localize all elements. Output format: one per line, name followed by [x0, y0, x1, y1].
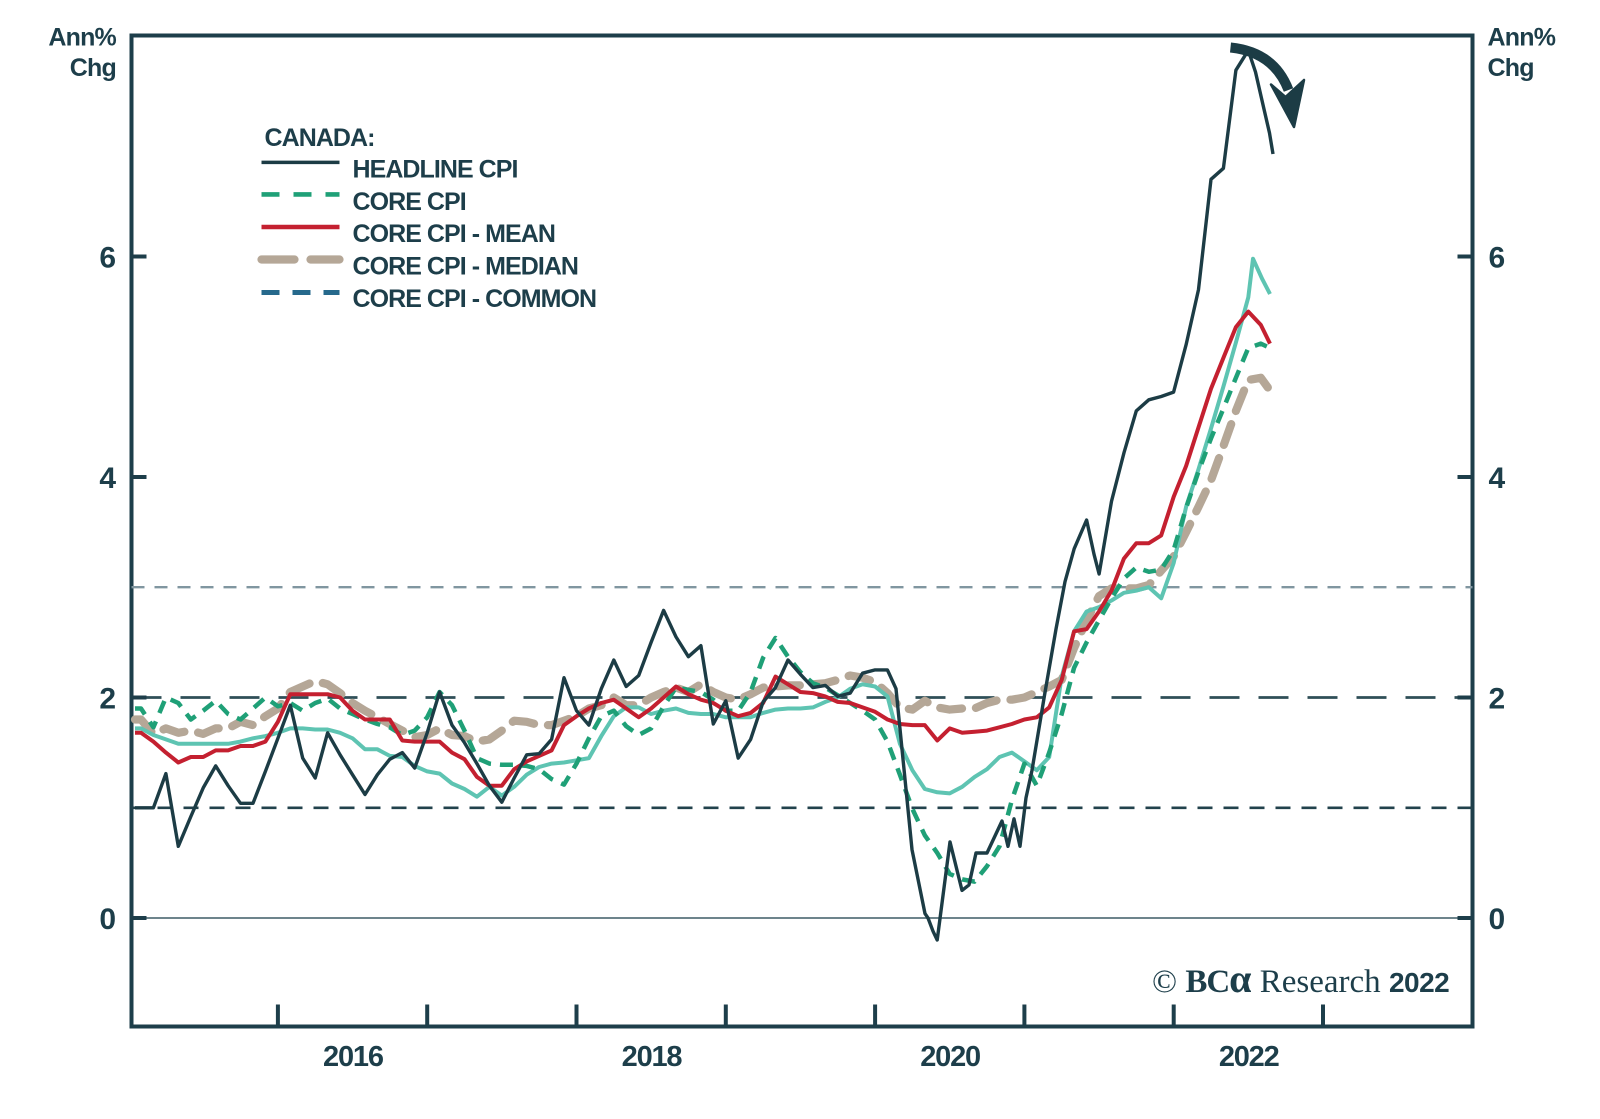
svg-text:Ann%: Ann%	[48, 24, 116, 52]
svg-text:Ann%: Ann%	[1488, 24, 1556, 52]
svg-text:CORE CPI - MEAN: CORE CPI - MEAN	[353, 220, 555, 248]
svg-text:HEADLINE CPI: HEADLINE CPI	[353, 155, 518, 183]
svg-text:Chg: Chg	[70, 54, 116, 82]
svg-text:Chg: Chg	[1488, 54, 1534, 82]
svg-text:4: 4	[1489, 462, 1506, 495]
svg-text:© BCα Research 2022: © BCα Research 2022	[1152, 956, 1449, 1001]
svg-text:2020: 2020	[920, 1041, 980, 1073]
svg-text:CANADA:: CANADA:	[265, 124, 375, 152]
svg-text:2: 2	[99, 682, 116, 715]
svg-text:0: 0	[1489, 903, 1506, 936]
svg-text:2: 2	[1489, 682, 1506, 715]
svg-text:CORE CPI: CORE CPI	[353, 188, 466, 216]
svg-text:2022: 2022	[1219, 1041, 1279, 1073]
svg-text:2016: 2016	[323, 1041, 384, 1073]
svg-text:CORE CPI - MEDIAN: CORE CPI - MEDIAN	[353, 253, 579, 281]
svg-text:4: 4	[99, 462, 116, 495]
svg-text:CORE CPI - COMMON: CORE CPI - COMMON	[353, 285, 597, 313]
svg-text:6: 6	[99, 241, 116, 274]
svg-text:0: 0	[99, 903, 116, 936]
svg-text:6: 6	[1489, 241, 1506, 274]
svg-text:2018: 2018	[622, 1041, 683, 1073]
